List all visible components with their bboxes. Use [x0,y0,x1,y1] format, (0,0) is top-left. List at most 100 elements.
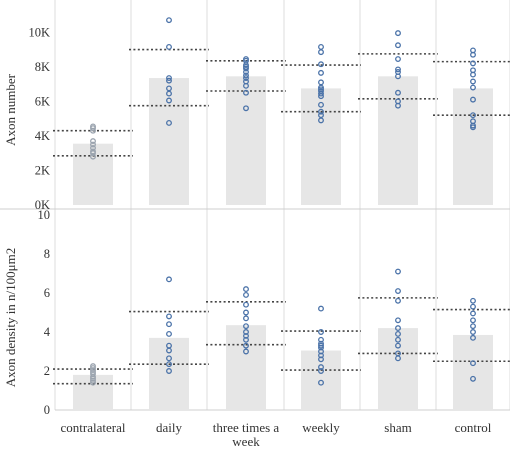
data-point [470,51,476,58]
data-point [166,75,172,81]
data-point [318,117,324,124]
y-tick-label: 0K [35,198,50,212]
x-category-label: three times a week [213,420,280,449]
y-tick-label: 10K [28,25,50,39]
data-point [166,44,172,50]
data-point [243,69,249,75]
data-point [243,301,249,308]
y-tick-label: 2K [35,163,50,177]
y-tick-label: 4K [35,129,50,143]
x-category-label: weekly [302,420,340,435]
y-tick-label: 6K [35,94,50,108]
data-point [395,56,401,62]
y-tick-label: 10 [38,208,51,222]
data-point [395,336,401,343]
data-point [166,313,172,320]
data-point [395,331,401,337]
data-point [90,153,96,160]
data-point [243,292,249,298]
data-point [166,97,172,104]
data-point [318,368,324,374]
data-point [90,377,96,384]
data-point [395,30,401,37]
data-point [318,340,324,347]
data-point [243,332,249,339]
data-point [318,90,324,97]
x-category-label: control [455,420,492,435]
data-point [90,150,96,157]
data-point [166,120,172,126]
data-point [318,344,324,351]
bar [226,325,266,410]
data-point [395,342,401,349]
data-point [470,360,476,367]
y-axis-title: Axon density in n/100μm2 [3,248,18,388]
data-point [318,93,324,100]
data-point [243,105,249,112]
data-point [318,336,324,343]
data-point [90,363,96,370]
data-point [470,71,476,78]
data-point [395,102,401,109]
data-point [243,309,249,316]
data-point [243,65,249,72]
data-point [90,127,96,134]
x-category-label: sham [384,420,411,435]
x-category-label: daily [156,420,182,435]
data-point [395,268,401,275]
data-point [166,17,172,24]
y-tick-label: 8K [35,60,50,74]
bar [453,88,493,205]
data-point [243,323,249,330]
data-point [470,323,476,330]
data-point [166,347,172,354]
data-point [243,348,249,355]
data-point [318,49,324,56]
data-point [318,305,324,312]
data-point [318,79,324,86]
data-point [470,334,476,341]
data-point [90,125,96,132]
data-point [318,329,324,335]
data-point [318,364,324,371]
bar [226,76,266,206]
data-point [318,101,324,108]
data-point [470,310,476,317]
data-point [318,61,324,68]
y-tick-label: 0 [44,403,50,417]
data-point [395,355,401,362]
data-point [318,44,324,50]
data-point [166,77,172,84]
y-axis-title: Axon number [3,73,18,146]
data-point [90,365,96,372]
data-point [243,75,249,81]
y-tick-label: 6 [44,286,50,300]
data-point [470,329,476,335]
data-point [243,286,249,293]
data-point [90,367,96,373]
data-point [470,303,476,310]
data-point [395,42,401,49]
data-point [166,355,172,362]
data-point [470,124,476,131]
data-point [395,73,401,80]
data-point [470,96,476,103]
data-point [470,78,476,85]
bar [301,88,341,205]
x-category-label: contralateral [61,420,126,435]
data-point [90,375,96,382]
bar [378,76,418,206]
bar [73,143,113,205]
data-point [243,89,249,96]
data-point [90,138,96,145]
data-point [90,373,96,380]
data-point [243,72,249,79]
data-point [318,356,324,363]
data-point [318,379,324,386]
data-point [318,348,324,355]
data-point [243,315,249,322]
data-point [470,60,476,67]
data-point [318,108,324,115]
data-point [243,82,249,89]
